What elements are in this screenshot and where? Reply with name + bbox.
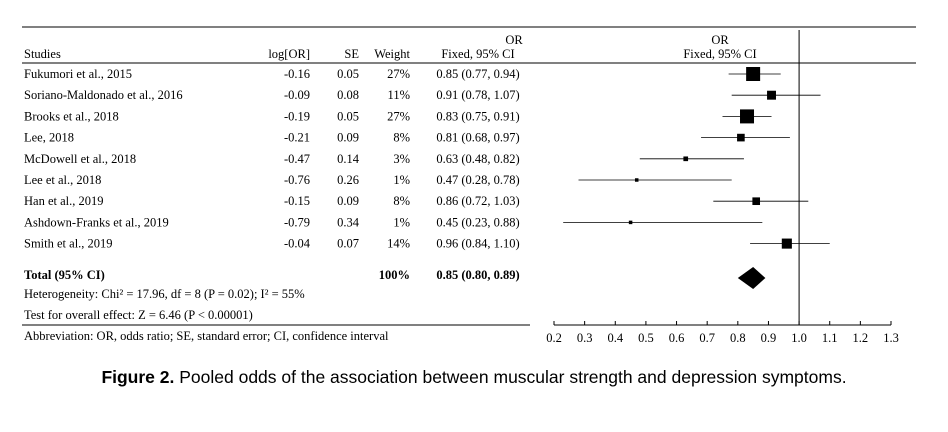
x-axis-tick-label: 0.3	[577, 331, 593, 345]
total-weight: 100%	[379, 268, 410, 282]
study-weight: 27%	[387, 109, 410, 123]
study-name: McDowell et al., 2018	[24, 152, 136, 166]
study-ci-text: 0.91 (0.78, 1.07)	[436, 88, 519, 102]
study-name: Fukumori et al., 2015	[24, 67, 132, 81]
study-ci-text: 0.85 (0.77, 0.94)	[436, 67, 519, 81]
study-ci-text: 0.81 (0.68, 0.97)	[436, 131, 519, 145]
study-ci-text: 0.63 (0.48, 0.82)	[436, 152, 519, 166]
x-axis-tick-label: 0.4	[607, 331, 623, 345]
header-or-top: OR	[505, 33, 523, 47]
overall-effect-text: Test for overall effect: Z = 6.46 (P < 0…	[24, 308, 253, 322]
study-name: Soriano-Maldonado et al., 2016	[24, 88, 183, 102]
study-point-estimate	[634, 178, 639, 182]
study-logor: -0.79	[284, 215, 310, 229]
header-logor: log[OR]	[268, 47, 310, 61]
study-se: 0.09	[337, 194, 359, 208]
x-axis-tick-label: 0.8	[730, 331, 746, 345]
study-name: Brooks et al., 2018	[24, 109, 119, 123]
study-logor: -0.15	[284, 194, 310, 208]
study-se: 0.05	[337, 109, 359, 123]
abbreviation-text: Abbreviation: OR, odds ratio; SE, standa…	[24, 329, 389, 343]
x-axis-tick-label: 0.2	[546, 331, 562, 345]
study-weight: 3%	[393, 152, 410, 166]
study-ci-text: 0.47 (0.28, 0.78)	[436, 173, 519, 187]
study-ci-text: 0.45 (0.23, 0.88)	[436, 215, 519, 229]
study-weight: 27%	[387, 67, 410, 81]
total-diamond	[737, 267, 766, 289]
study-logor: -0.04	[284, 237, 311, 251]
x-axis-tick-label: 0.6	[669, 331, 685, 345]
study-name: Lee et al., 2018	[24, 173, 101, 187]
study-logor: -0.19	[284, 109, 310, 123]
study-logor: -0.47	[284, 152, 310, 166]
study-name: Han et al., 2019	[24, 194, 104, 208]
x-axis-tick-label: 1.1	[822, 331, 838, 345]
x-axis-tick-label: 1.2	[853, 331, 869, 345]
study-se: 0.26	[337, 173, 359, 187]
study-weight: 1%	[393, 173, 410, 187]
study-point-estimate	[628, 220, 633, 225]
study-point-estimate	[752, 197, 761, 206]
study-se: 0.05	[337, 67, 359, 81]
study-point-estimate	[740, 109, 755, 124]
x-axis-tick-label: 0.7	[699, 331, 715, 345]
study-logor: -0.21	[284, 131, 310, 145]
x-axis-tick-label: 1.3	[883, 331, 899, 345]
header-plot-sub: Fixed, 95% CI	[683, 47, 756, 61]
study-se: 0.14	[337, 152, 360, 166]
caption-label: Figure 2.	[101, 367, 175, 387]
x-axis-tick-label: 1.0	[791, 331, 807, 345]
caption-text: Pooled odds of the association between m…	[174, 367, 847, 387]
study-name: Ashdown-Franks et al., 2019	[24, 215, 169, 229]
total-label: Total (95% CI)	[24, 268, 105, 282]
header-plot-top: OR	[711, 33, 729, 47]
figure-caption: Figure 2. Pooled odds of the association…	[0, 367, 948, 388]
study-logor: -0.76	[284, 173, 310, 187]
header-se: SE	[344, 47, 359, 61]
header-weight: Weight	[374, 47, 410, 61]
study-ci-text: 0.83 (0.75, 0.91)	[436, 109, 519, 123]
study-point-estimate	[767, 90, 776, 100]
heterogeneity-text: Heterogeneity: Chi² = 17.96, df = 8 (P =…	[24, 287, 305, 301]
study-ci-text: 0.86 (0.72, 1.03)	[436, 194, 519, 208]
study-point-estimate	[683, 156, 689, 162]
study-weight: 11%	[388, 88, 410, 102]
header-studies: Studies	[24, 47, 61, 61]
study-se: 0.34	[337, 215, 360, 229]
study-name: Smith et al., 2019	[24, 237, 113, 251]
study-weight: 8%	[393, 194, 410, 208]
study-point-estimate	[746, 67, 761, 81]
study-weight: 1%	[393, 215, 410, 229]
study-se: 0.07	[337, 237, 359, 251]
header-or-sub: Fixed, 95% CI	[441, 47, 514, 61]
total-ci-text: 0.85 (0.80, 0.89)	[436, 268, 519, 282]
x-axis-tick-label: 0.5	[638, 331, 654, 345]
study-logor: -0.09	[284, 88, 310, 102]
study-se: 0.08	[337, 88, 359, 102]
study-point-estimate	[737, 133, 745, 142]
x-axis-tick-label: 0.9	[761, 331, 777, 345]
study-ci-text: 0.96 (0.84, 1.10)	[436, 237, 519, 251]
study-weight: 14%	[387, 237, 410, 251]
study-logor: -0.16	[284, 67, 310, 81]
study-name: Lee, 2018	[24, 131, 74, 145]
study-weight: 8%	[393, 131, 410, 145]
study-se: 0.09	[337, 131, 359, 145]
study-point-estimate	[781, 238, 792, 249]
